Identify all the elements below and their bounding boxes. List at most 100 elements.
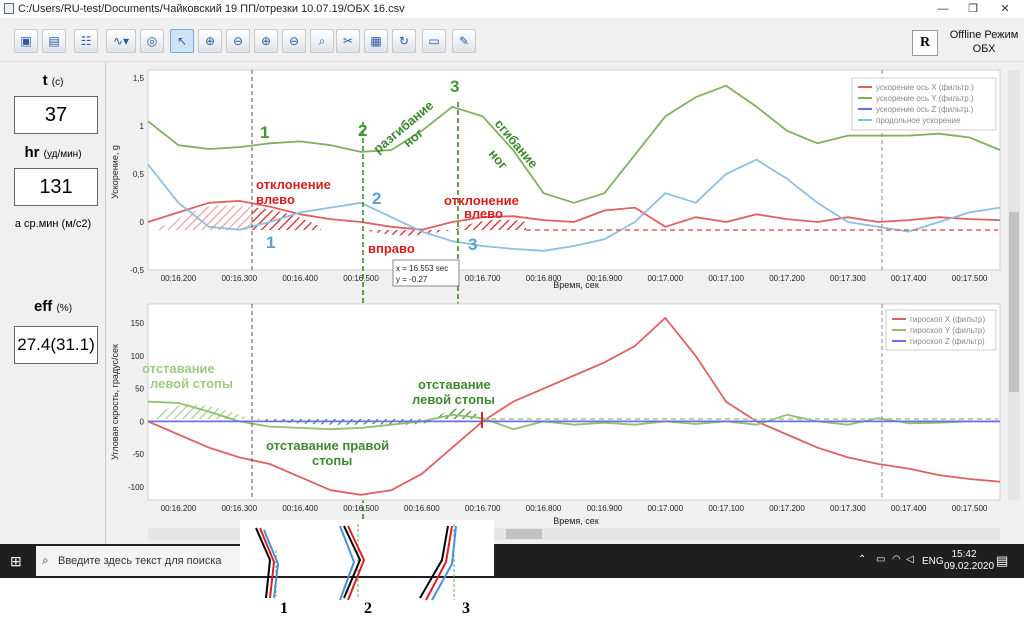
charts-svg: 1,5 1 0,5 0 -0,5 00:16.200 00:16.300 00:16.400… — [106, 62, 1020, 540]
x-tick-label: 00:17.300 — [830, 504, 866, 513]
tray-chevron-icon[interactable]: ⌃ — [858, 554, 867, 565]
window-title: C:/Users/RU-test/Documents/Чайковский 19… — [18, 3, 405, 15]
stats-panel: t (с) 37 hr (уд/мин) 131 а ср.мин (м/с2)… — [0, 62, 106, 544]
close-button[interactable]: ✕ — [1000, 3, 1010, 15]
hr-heading: hr (уд/мин) — [24, 144, 82, 161]
windows-start-icon[interactable]: ⊞ — [10, 553, 22, 569]
bottom-plot-frame — [147, 303, 1001, 501]
pen-icon[interactable]: ✎ — [452, 29, 476, 53]
eff-heading: eff (%) — [33, 298, 73, 315]
horizontal-scroll-thumb[interactable] — [506, 529, 542, 539]
wifi-icon[interactable]: ◠ — [892, 554, 901, 565]
vertical-scroll-thumb[interactable] — [1009, 212, 1019, 392]
x-tick-label: 00:16.400 — [282, 274, 318, 283]
settings-grid-icon[interactable]: ☷ — [74, 29, 98, 53]
hatch-left2-red — [454, 219, 526, 230]
annot-green-3: 3 — [450, 77, 459, 96]
series-line — [147, 158, 1001, 252]
top-xlabel: Время, сек — [553, 280, 599, 290]
zoom-fit-icon[interactable]: ◎ — [140, 29, 164, 53]
notifications-icon[interactable]: ▤ — [996, 553, 1009, 568]
x-tick-label: 00:16.200 — [161, 504, 197, 513]
taskbar: ⊞ ⌕ Введите здесь текст для поиска ⌃ ▭ ◠… — [0, 544, 1024, 578]
top-legend: ускорение ось X (фильтр.) ускорение ось … — [851, 77, 997, 131]
inset-label-1: 1 — [280, 600, 288, 617]
clock-date: 09.02.2020 — [944, 561, 995, 572]
top-y-ticks: 1,5 1 0,5 0 -0,5 — [130, 74, 144, 275]
zoom-region-icon[interactable]: ⌕ — [310, 29, 334, 53]
accel-min-label: а ср.мин (м/с2) — [14, 218, 92, 230]
pointer-icon[interactable]: ↖ — [170, 29, 194, 53]
x-tick-label: 00:16.300 — [221, 504, 257, 513]
x-tick-label: 00:16.500 — [343, 504, 379, 513]
top-series-group — [147, 84, 1001, 252]
annot-green-1: 1 — [260, 123, 269, 142]
series-line — [147, 200, 1001, 231]
y-tick-label: 50 — [135, 385, 144, 394]
zoom-out-y-icon[interactable]: ⊖ — [282, 29, 306, 53]
zoom-in-y-icon[interactable]: ⊕ — [254, 29, 278, 53]
annot-lag-rightb: стопы — [312, 453, 352, 468]
y-tick-label: -0,5 — [130, 266, 144, 275]
y-tick-label: 0 — [140, 417, 145, 426]
calculator-icon[interactable]: ▦ — [364, 29, 388, 53]
chart-type-icon[interactable]: ∿▾ — [106, 29, 136, 53]
x-tick-label: 00:17.500 — [952, 504, 988, 513]
top-ylabel: Ускорение, g — [110, 145, 120, 199]
title-bar: C:/Users/RU-test/Documents/Чайковский 19… — [0, 0, 1024, 18]
hr-value: 131 — [14, 168, 98, 206]
save-icon[interactable]: ▤ — [42, 29, 66, 53]
annot-dev-left2: отклонение — [444, 193, 519, 208]
maximize-button[interactable]: ❐ — [968, 3, 978, 15]
zoom-in-x-icon[interactable]: ⊕ — [198, 29, 222, 53]
language-indicator[interactable]: ENG — [922, 556, 944, 567]
x-tick-label: 00:16.700 — [465, 504, 501, 513]
bottom-legend: гироскоп X (фильтр) гироскоп Y (фильтр) … — [885, 309, 997, 351]
annot-blue-3: 3 — [468, 235, 477, 254]
x-tick-label: 00:17.100 — [708, 274, 744, 283]
x-tick-label: 00:16.800 — [526, 504, 562, 513]
zoom-out-x-icon[interactable]: ⊖ — [226, 29, 250, 53]
hatch-left-red — [252, 207, 321, 230]
cut-icon[interactable]: ✂ — [336, 29, 360, 53]
y-tick-label: 100 — [131, 352, 145, 361]
annot-dev-right: вправо — [368, 241, 415, 256]
refresh-icon[interactable]: ↻ — [392, 29, 416, 53]
x-tick-label: 00:16.600 — [404, 504, 440, 513]
toolbar: ▣ ▤ ☷ ∿▾ ◎ ↖ ⊕ ⊖ ⊕ ⊖ ⌕ ✂ ▦ ↻ ▭ ✎ — [0, 18, 1024, 62]
x-tick-label: 00:16.900 — [587, 504, 623, 513]
annot-lag-left2b: левой стопы — [412, 392, 495, 407]
hatch-right-red — [361, 230, 454, 236]
open-folder-icon[interactable]: ▣ — [14, 29, 38, 53]
x-tick-label: 00:16.800 — [526, 274, 562, 283]
taskbar-clock[interactable]: 15:42 09.02.2020 — [944, 549, 995, 573]
x-tick-label: 00:16.200 — [161, 274, 197, 283]
leg-position-inset — [240, 520, 494, 601]
battery-icon[interactable]: ▭ — [876, 554, 886, 565]
x-tick-label: 00:17.000 — [647, 274, 683, 283]
bottom-series-group — [147, 317, 1001, 496]
screenshot-icon[interactable]: ▭ — [422, 29, 446, 53]
annot-blue-2: 2 — [372, 189, 381, 208]
volume-icon[interactable]: ◁ — [906, 554, 914, 565]
clock-time: 15:42 — [951, 549, 977, 560]
offline-mode-button[interactable]: R — [912, 30, 938, 56]
leg-figure-2 — [339, 524, 366, 601]
bottom-legend-y: гироскоп Y (фильтр) — [910, 326, 985, 335]
leg-figure-1 — [255, 527, 280, 599]
x-tick-label: 00:16.300 — [221, 274, 257, 283]
inset-label-3: 3 — [462, 600, 470, 617]
series-line — [147, 317, 1001, 496]
y-tick-label: 1 — [140, 122, 145, 131]
x-tick-label: 00:16.900 — [587, 274, 623, 283]
x-tick-label: 00:16.400 — [282, 504, 318, 513]
minimize-button[interactable]: — — [937, 3, 949, 15]
x-tick-label: 00:17.200 — [769, 504, 805, 513]
series-line — [147, 400, 1000, 431]
x-tick-label: 00:17.300 — [830, 274, 866, 283]
tooltip-x: x = 16.553 sec — [396, 264, 448, 273]
bottom-x-ticks: 00:16.200 00:16.300 00:16.400 00:16.500 00:1… — [161, 504, 988, 513]
annot-lag-left2: отставание — [418, 377, 491, 392]
top-legend-z: ускорение ось Z (фильтр.) — [876, 105, 974, 114]
taskbar-search-input[interactable]: ⌕ Введите здесь текст для поиска — [36, 546, 248, 576]
